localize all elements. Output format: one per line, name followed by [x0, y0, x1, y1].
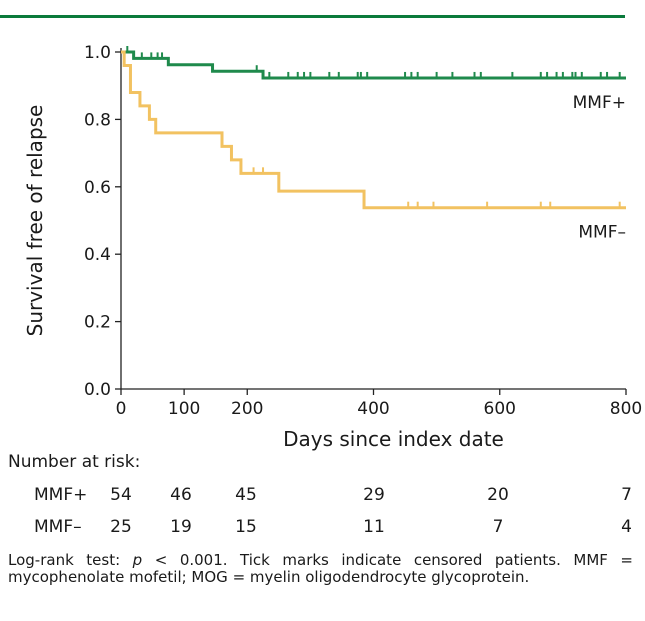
header-accent-bar [0, 15, 625, 18]
risk-value: 19 [170, 517, 192, 537]
y-tick-label: 0.0 [84, 380, 111, 400]
series-line [121, 50, 626, 210]
risk-value: 45 [235, 485, 257, 505]
risk-row-label: MMF– [34, 517, 82, 537]
risk-value: 4 [621, 517, 632, 537]
figure-caption: Log-rank test: p < 0.001. Tick marks ind… [8, 552, 633, 586]
x-tick-label: 600 [484, 399, 516, 419]
risk-row: MMF– 25 19 15 11 7 4 [0, 517, 645, 541]
x-axis-title: Days since index date [283, 427, 504, 451]
x-tick-label: 0 [116, 399, 127, 419]
risk-row-label: MMF+ [34, 485, 88, 505]
risk-value: 20 [487, 485, 509, 505]
y-tick-label: 0.4 [84, 245, 111, 265]
x-tick-label: 200 [231, 399, 263, 419]
y-axis-title: Survival free of relapse [23, 105, 47, 337]
caption-text: < 0.001. Tick marks indicate censored pa… [8, 551, 633, 586]
risk-value: 15 [235, 517, 257, 537]
risk-row: MMF+ 54 46 45 29 20 7 [0, 485, 645, 509]
series-line [121, 50, 626, 80]
risk-value: 7 [492, 517, 504, 537]
x-tick-label: 100 [168, 399, 200, 419]
risk-value: 29 [363, 485, 385, 505]
y-tick-label: 1.0 [84, 43, 111, 63]
risk-value: 46 [170, 485, 192, 505]
y-tick-label: 0.8 [84, 110, 111, 130]
x-tick-label: 800 [610, 399, 642, 419]
caption-p-symbol: p [132, 551, 143, 569]
y-tick-label: 0.2 [84, 313, 111, 333]
series-label: MMF– [578, 223, 626, 243]
risk-value: 11 [363, 517, 385, 537]
y-tick-label: 0.6 [84, 178, 111, 198]
risk-value: 7 [621, 485, 632, 505]
survival-chart: 0.0 0.2 0.4 0.6 0.8 1.0 0 100 200 400 600 800 Days s… [23, 43, 642, 451]
series-label: MMF+ [573, 93, 626, 113]
risk-value: 54 [110, 485, 132, 505]
risk-value: 25 [110, 517, 132, 537]
caption-prefix: Log-rank test: [8, 551, 133, 569]
x-tick-label: 400 [357, 399, 389, 419]
risk-table-title: Number at risk: [8, 452, 141, 472]
